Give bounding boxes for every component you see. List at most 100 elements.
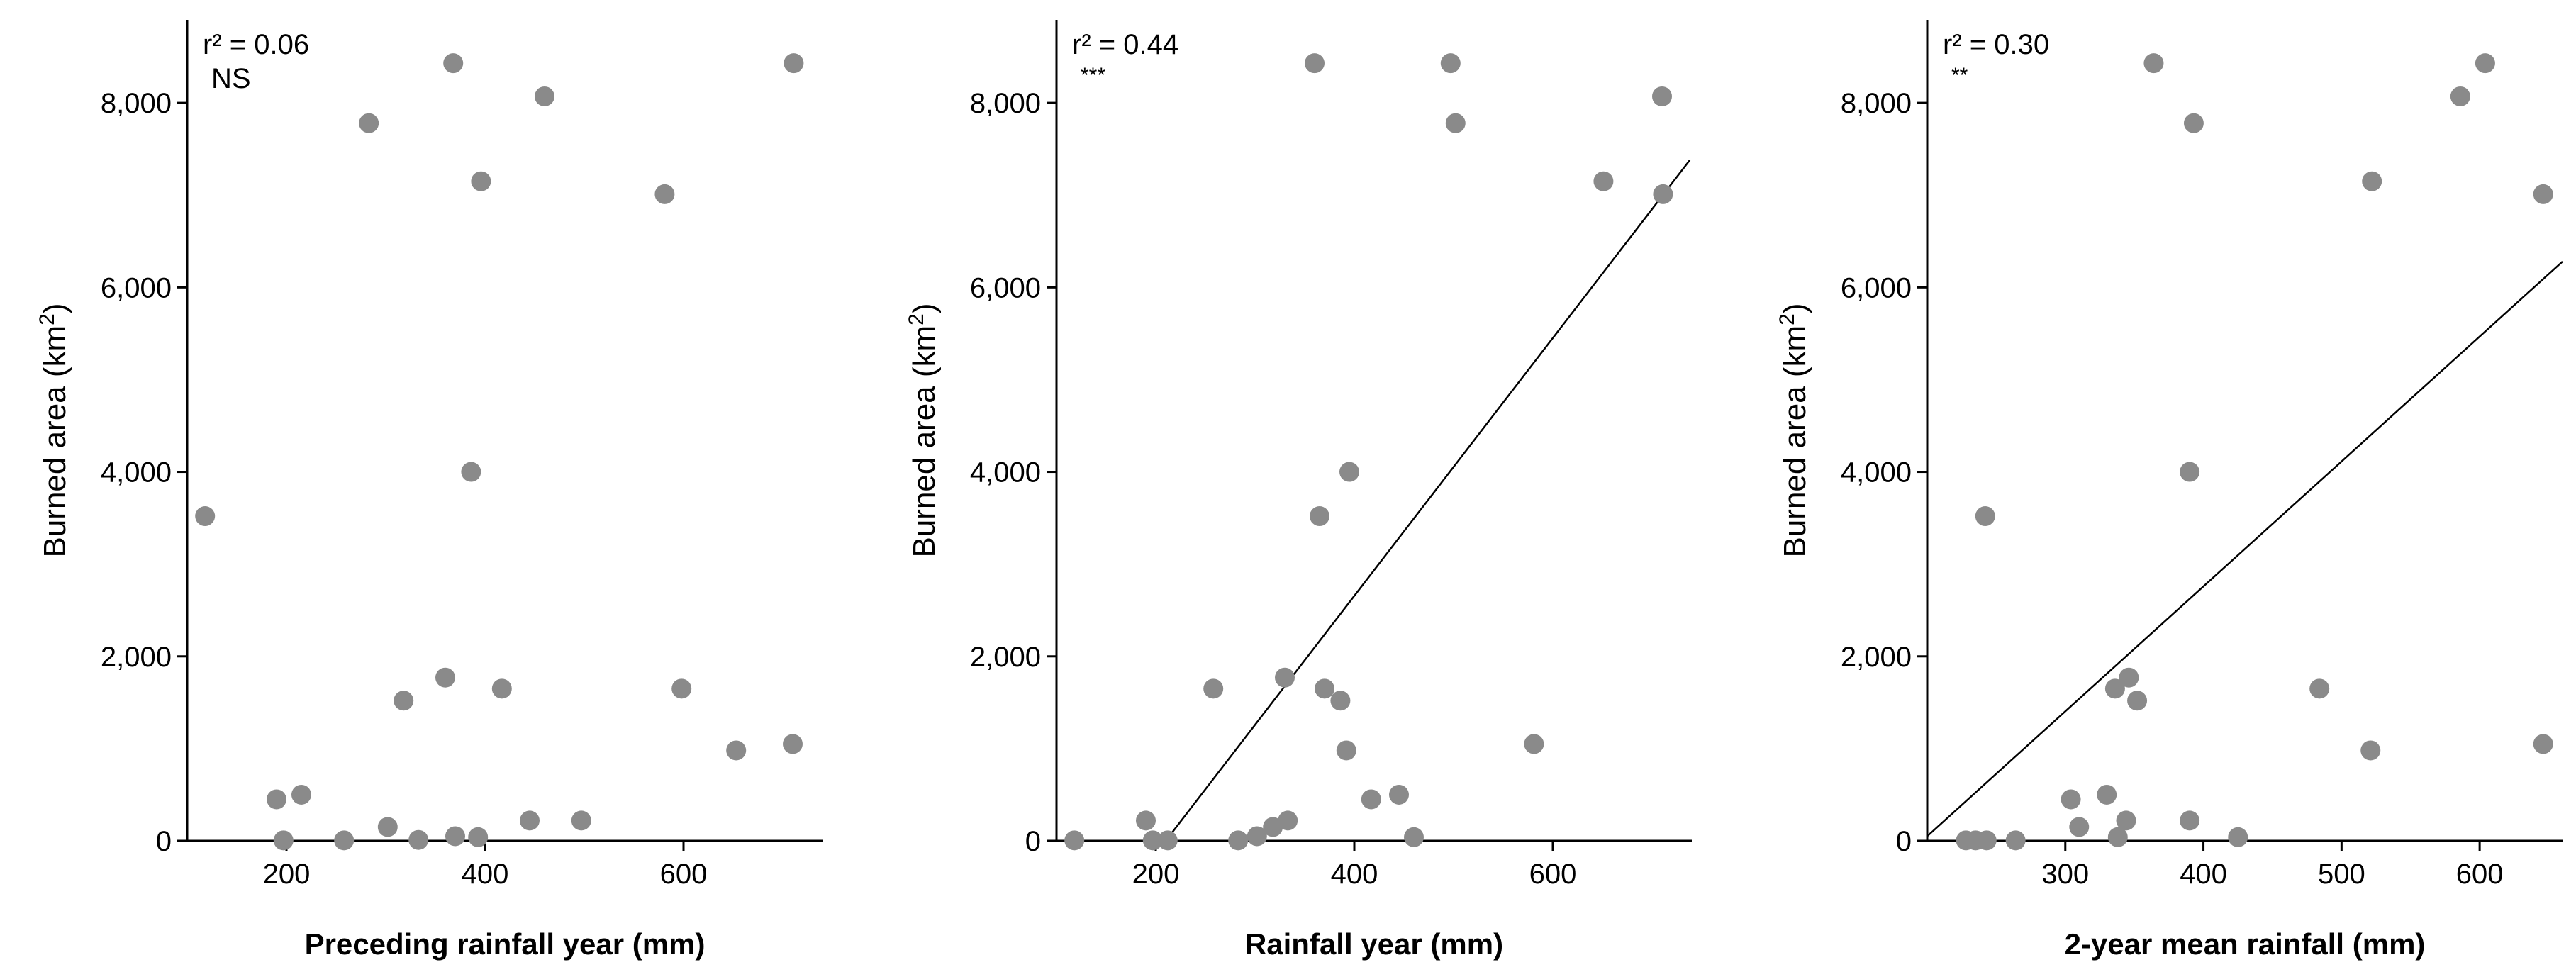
- data-point: [273, 830, 294, 851]
- data-point: [1157, 830, 1178, 851]
- x-tick-label: 500: [2318, 859, 2365, 890]
- y-axis-title-superscript: 2: [35, 313, 59, 325]
- data-point: [291, 784, 311, 805]
- significance-annotation: ***: [1081, 64, 1105, 87]
- data-point: [671, 678, 692, 699]
- data-point: [1305, 53, 1325, 74]
- y-tick-label: 6,000: [970, 272, 1041, 303]
- y-axis-title-main: Burned area (km: [38, 325, 72, 558]
- data-point: [2450, 86, 2470, 106]
- data-point: [1310, 506, 1329, 527]
- data-point: [359, 113, 379, 133]
- data-point: [1339, 462, 1359, 482]
- y-tick-label: 6,000: [1841, 272, 1912, 303]
- data-point: [2180, 810, 2200, 831]
- data-point: [2097, 784, 2117, 805]
- data-point: [1976, 830, 1997, 851]
- data-point: [2107, 827, 2128, 847]
- data-point: [2180, 462, 2200, 482]
- data-point: [1652, 86, 1672, 106]
- data-point: [2104, 678, 2125, 699]
- y-tick-label: 4,000: [101, 457, 172, 488]
- data-point: [334, 830, 355, 851]
- data-point: [1136, 810, 1156, 831]
- data-point: [2309, 678, 2330, 699]
- y-axis-title-close: ): [1778, 303, 1812, 313]
- data-point: [1593, 171, 1614, 191]
- data-point: [2533, 184, 2553, 204]
- x-axis-title: 2-year mean rainfall (mm): [2065, 927, 2426, 961]
- y-tick-label: 8,000: [101, 88, 172, 119]
- y-axis-title-main: Burned area (km: [907, 325, 942, 558]
- data-point: [1975, 506, 1995, 527]
- data-point: [783, 734, 803, 754]
- data-point: [443, 53, 464, 74]
- data-point: [1445, 113, 1466, 133]
- data-point: [571, 810, 591, 831]
- data-point: [2127, 691, 2148, 711]
- data-point: [654, 184, 675, 204]
- data-point: [1275, 667, 1295, 688]
- r-squared-annotation: r² = 0.30: [1943, 29, 2049, 60]
- data-point: [2362, 171, 2382, 191]
- data-point: [2143, 53, 2164, 74]
- data-point: [2183, 113, 2204, 133]
- data-point: [1653, 184, 1673, 204]
- data-point: [784, 53, 804, 74]
- data-point: [491, 678, 512, 699]
- x-tick-label: 600: [1529, 859, 1577, 890]
- y-axis-title: Burned area (km2): [905, 303, 942, 557]
- y-axis-title-close: ): [38, 303, 72, 313]
- data-point: [1142, 830, 1163, 851]
- data-point: [1263, 817, 1283, 837]
- y-axis-title-superscript: 2: [905, 313, 928, 325]
- data-point: [394, 691, 414, 711]
- data-point: [1389, 784, 1409, 805]
- data-point: [2228, 827, 2248, 847]
- data-point: [267, 789, 286, 810]
- data-point: [2005, 830, 2026, 851]
- x-tick-label: 400: [462, 859, 509, 890]
- data-point: [1203, 678, 1224, 699]
- regression-line: [1165, 160, 1691, 842]
- r-squared-annotation: r² = 0.44: [1072, 29, 1178, 60]
- data-point: [2475, 53, 2495, 74]
- data-point: [408, 829, 429, 850]
- y-tick-label: 8,000: [970, 88, 1041, 119]
- data-point: [1064, 830, 1085, 851]
- regression-line: [1927, 260, 2563, 837]
- data-point: [535, 86, 554, 106]
- data-point: [2360, 740, 2381, 761]
- chart-panel-1: 0 2,000 4,000 6,000 8,000 200 400 600 Preceding …: [35, 20, 823, 961]
- x-tick-label: 200: [1132, 859, 1180, 890]
- data-point: [1524, 734, 1544, 754]
- data-point: [2116, 810, 2136, 831]
- data-point: [1247, 826, 1267, 847]
- chart-panel-2: 0 2,000 4,000 6,000 8,000 200 400 600 Rainfall y…: [905, 20, 1692, 961]
- x-tick-label: 600: [2456, 859, 2504, 890]
- data-point: [1404, 827, 1424, 847]
- data-point: [520, 810, 540, 831]
- y-tick-label: 6,000: [101, 272, 172, 303]
- r-squared-annotation: r² = 0.06: [203, 29, 309, 60]
- y-tick-label: 4,000: [970, 457, 1041, 488]
- y-tick-label: 8,000: [1841, 88, 1912, 119]
- x-axis-title: Preceding rainfall year (mm): [305, 927, 706, 961]
- y-tick-label: 4,000: [1841, 457, 1912, 488]
- data-point: [471, 171, 491, 191]
- data-point: [726, 740, 747, 761]
- data-point: [445, 826, 465, 847]
- data-point: [1336, 740, 1356, 761]
- x-axis-title: Rainfall year (mm): [1245, 927, 1503, 961]
- x-tick-label: 300: [2041, 859, 2089, 890]
- data-point: [1361, 789, 1381, 810]
- data-point: [2069, 817, 2090, 837]
- significance-annotation: NS: [211, 63, 251, 94]
- data-point: [435, 667, 455, 688]
- y-axis-title-close: ): [907, 303, 942, 313]
- data-point: [2119, 667, 2139, 688]
- data-point: [461, 462, 481, 482]
- data-point: [1278, 810, 1298, 831]
- significance-annotation: **: [1951, 64, 1968, 87]
